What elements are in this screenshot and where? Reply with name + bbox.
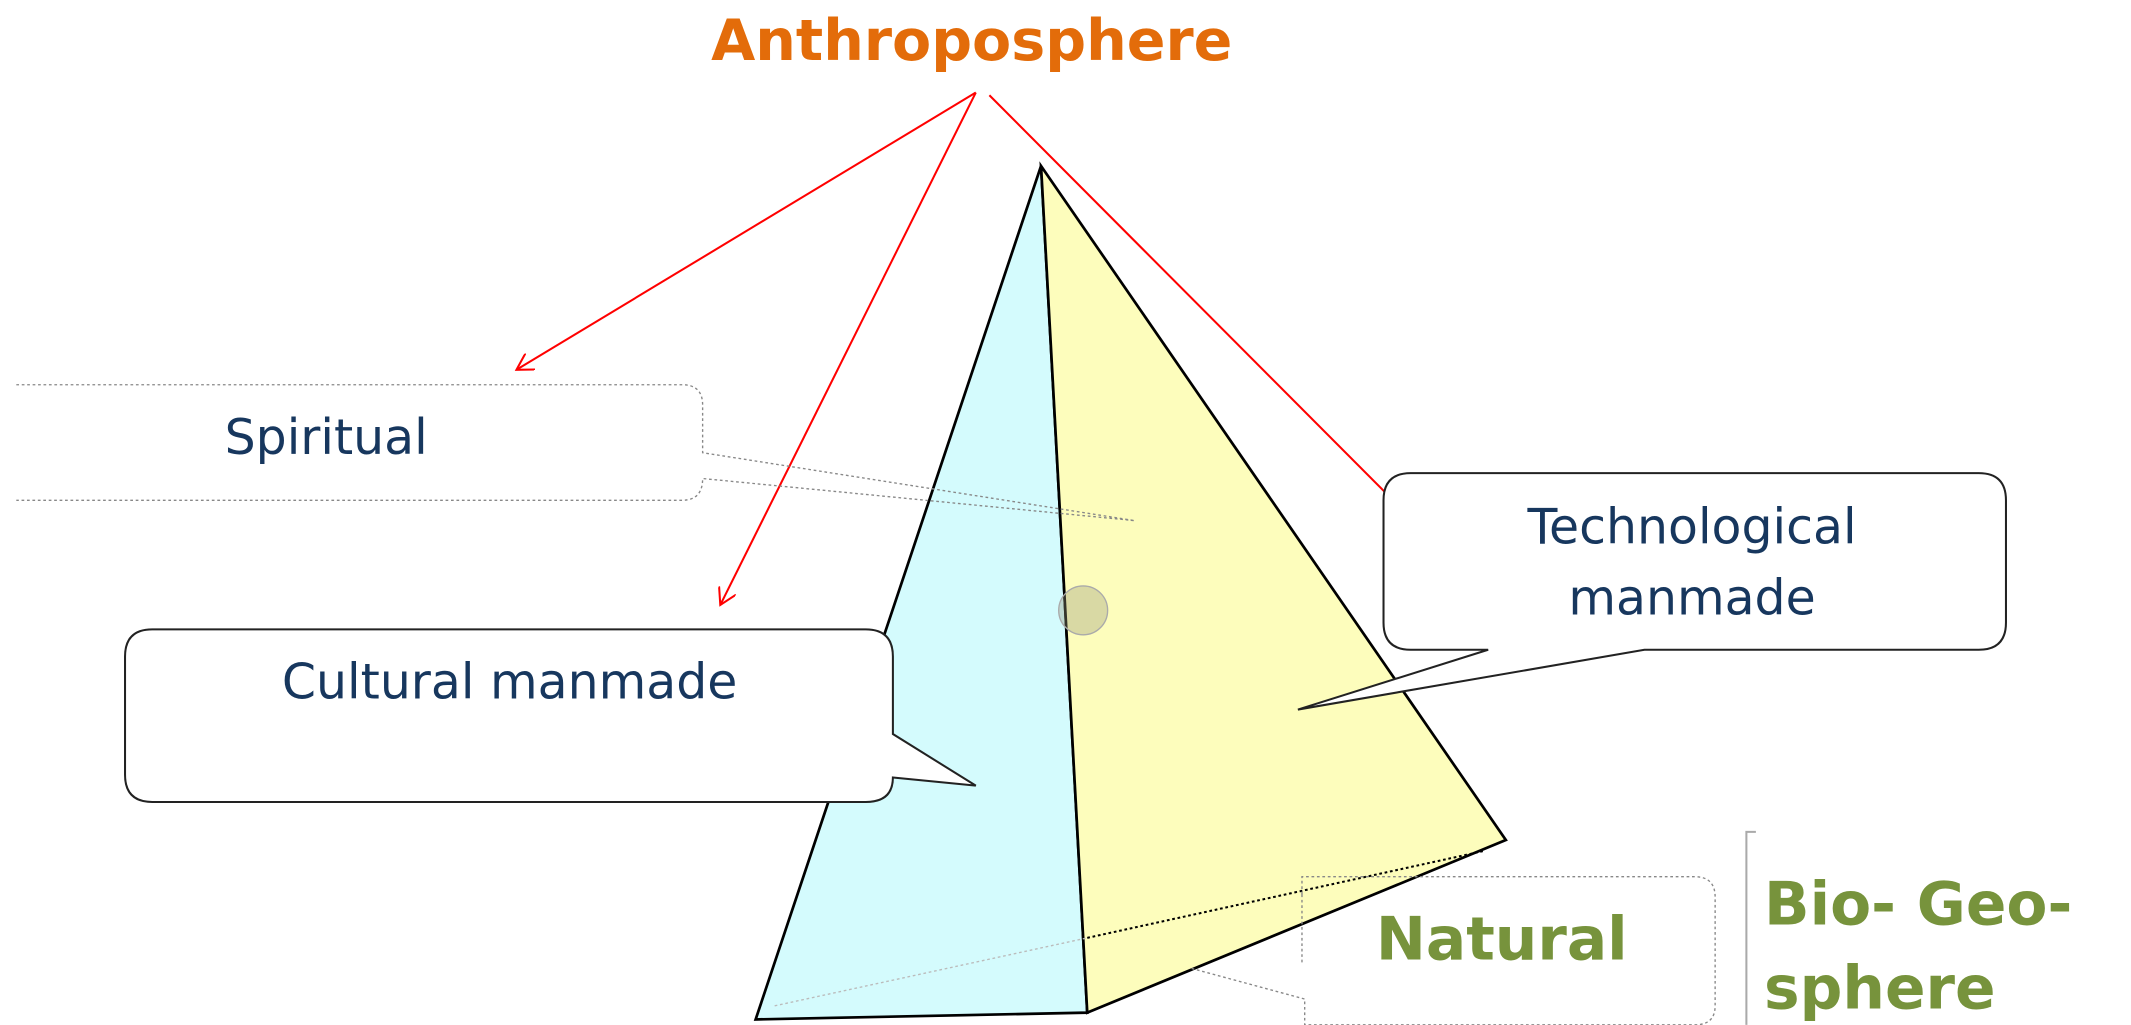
biogeosphere-label: Bio- Geo- [1764,870,2072,939]
technological-label: Technological [1527,499,1857,556]
pyramid-left-face [756,166,1088,1019]
title: Anthroposphere [711,8,1232,74]
technological-label: manmade [1568,569,1815,626]
bracket [1746,832,1756,1025]
diagram: Spiritual Technological manmade Cultural… [0,0,2131,1025]
cultural-label: Cultural manmade [282,654,737,711]
biogeosphere-label: sphere [1764,955,1996,1024]
spiritual-label: Spiritual [225,409,428,466]
page: {"title": "Anthroposphere", "callouts": … [0,0,2131,1025]
apex-marker [1059,586,1108,635]
natural-label: Natural [1376,906,1628,975]
